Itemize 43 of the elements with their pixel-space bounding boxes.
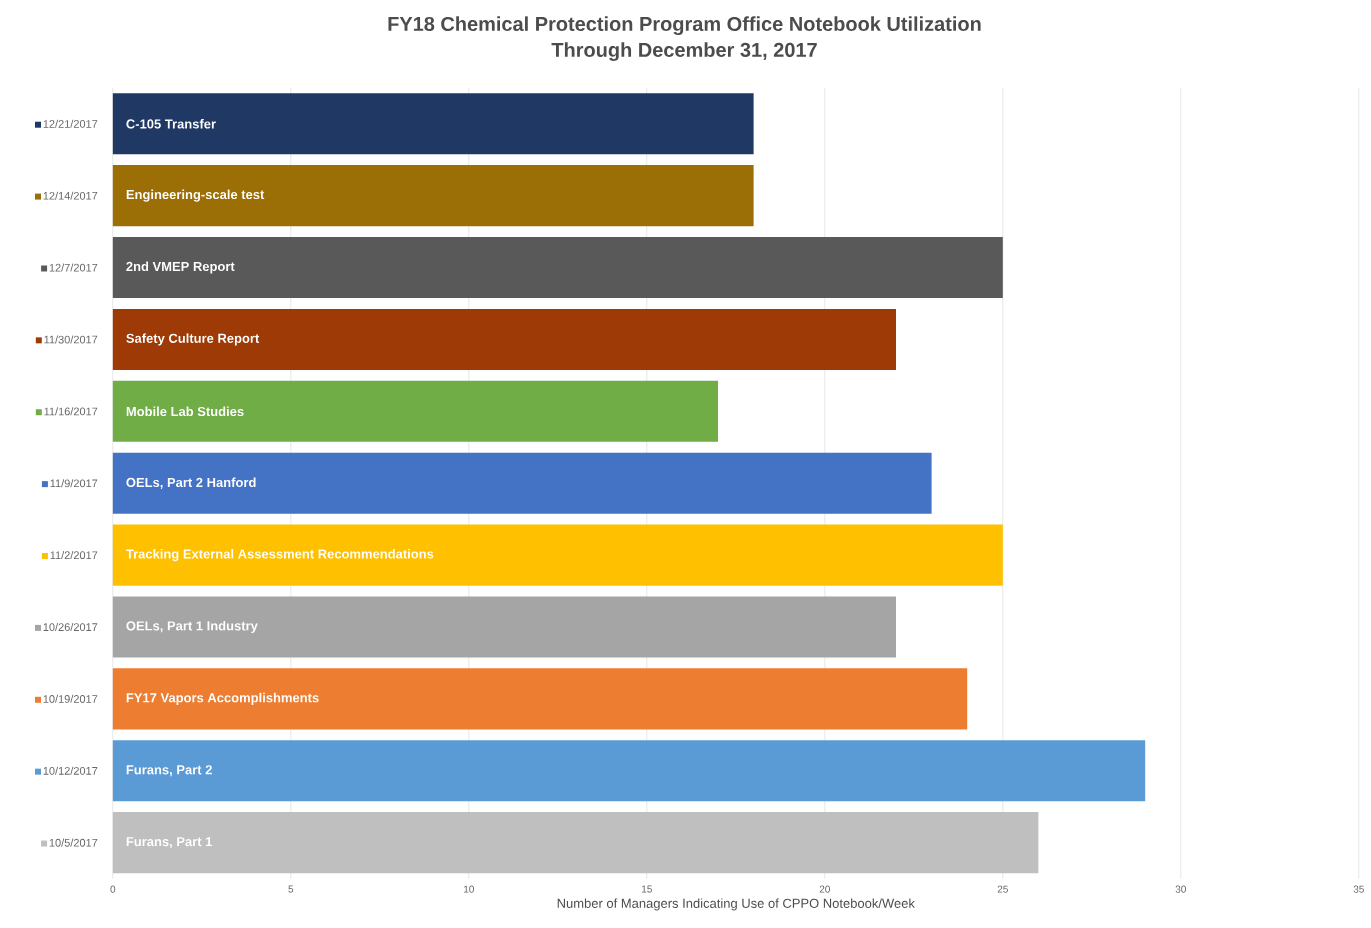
annotation: OELs, Part 2 Hanford: [126, 477, 256, 489]
y-tick-label: 10/26/2017: [43, 622, 98, 631]
x-tick-label: 0: [110, 885, 116, 893]
y-tick-label: 10/5/2017: [49, 838, 98, 847]
annotation: 2nd VMEP Report: [126, 261, 235, 274]
x-tick-label: 30: [1175, 885, 1186, 893]
y-tick-label: 12/14/2017: [43, 191, 98, 200]
annotation: Furans, Part 1: [126, 836, 213, 848]
y-tick-label: 12/7/2017: [49, 263, 98, 272]
bar: [112, 524, 1003, 586]
x-tick-label: 5: [288, 885, 294, 893]
y-tick-label: 10/19/2017: [43, 694, 98, 703]
bar: [112, 164, 754, 226]
y-tick-label: 10/12/2017: [43, 766, 98, 775]
bar: [112, 308, 896, 370]
annotation: Engineering-scale test: [126, 189, 265, 202]
y-tick-label: 11/9/2017: [50, 478, 98, 487]
bar: [112, 811, 1039, 873]
annotation: C-105 Transfer: [126, 118, 216, 129]
bar: [112, 668, 968, 730]
x-tick-label: 20: [819, 885, 830, 893]
y-tick-label: 12/21/2017: [43, 119, 98, 128]
y-tick-label: 11/30/2017: [44, 335, 98, 344]
y-tick-label: 11/16/2017: [44, 407, 98, 416]
annotation: Safety Culture Report: [126, 333, 260, 346]
bar: [112, 596, 896, 658]
bar: [112, 452, 932, 514]
annotation: FY17 Vapors Accomplishments: [126, 692, 319, 705]
x-tick-label: 25: [997, 885, 1008, 893]
annotation: Tracking External Assessment Recommendations: [126, 548, 434, 561]
annotation: OELs, Part 1 Industry: [126, 620, 258, 633]
x-tick-label: 35: [1353, 885, 1364, 893]
y-tick-label: 11/2/2017: [50, 550, 98, 559]
bar: [112, 93, 754, 155]
x-tick-label: 10: [464, 885, 474, 893]
x-tick-label: 15: [642, 885, 652, 893]
annotation: Furans, Part 2: [126, 764, 212, 777]
chart-title: FY18 Chemical Protection Program Office Notebook Utilization Through December 31, 2017: [388, 16, 981, 61]
x-axis-title: Number of Managers Indicating Use of CPPO Notebook/Week: [557, 898, 915, 911]
bar: [112, 236, 1003, 298]
annotation: Mobile Lab Studies: [126, 406, 244, 416]
bar: [112, 380, 719, 442]
bar: [112, 739, 1146, 802]
